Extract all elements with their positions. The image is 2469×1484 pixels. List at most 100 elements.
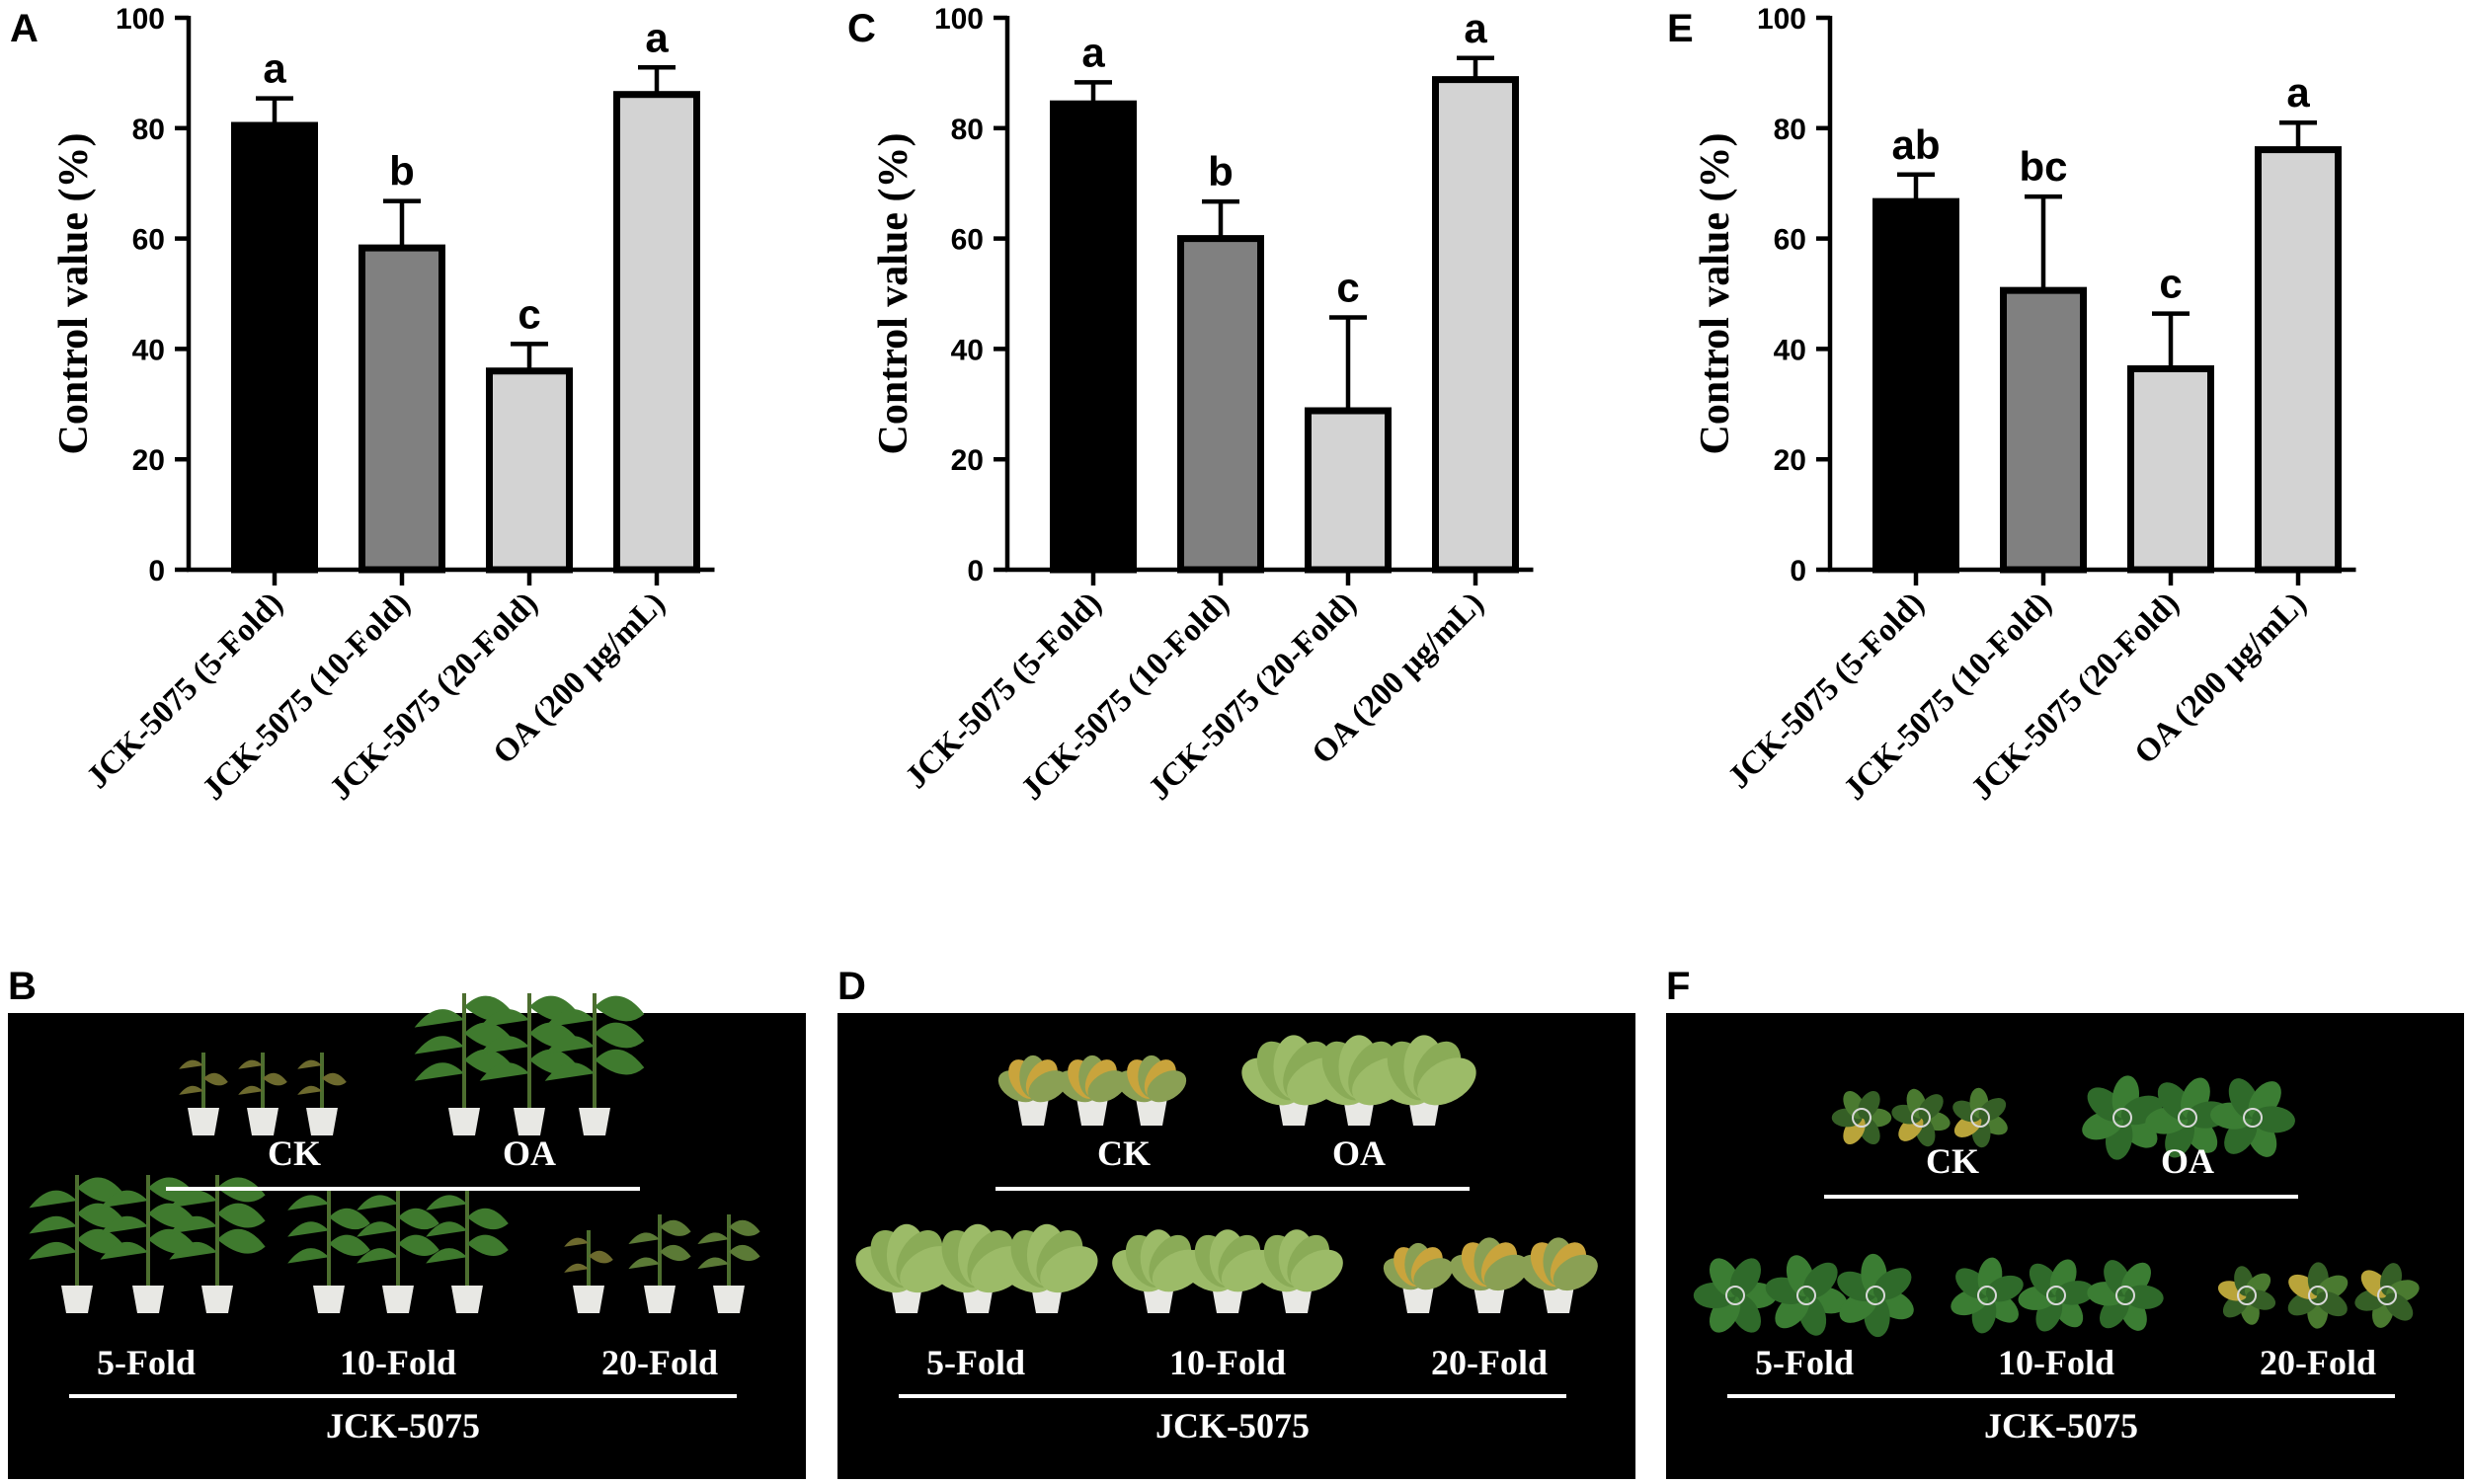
leaf [357, 1248, 398, 1264]
pot-rim [2308, 1286, 2328, 1305]
pot [61, 1286, 93, 1313]
pot [713, 1286, 745, 1313]
pot-rim [2237, 1286, 2257, 1305]
y-tick-label: 80 [951, 114, 984, 146]
plant-image [2087, 1260, 2164, 1331]
plant-image [238, 1053, 287, 1135]
group-label-ck: CK [1097, 1133, 1151, 1173]
leaf [2252, 1106, 2295, 1133]
leaf [1978, 1098, 2007, 1122]
panel-letter-d: D [837, 965, 866, 1008]
y-axis-label: Control value (%) [1693, 133, 1738, 455]
pot [132, 1286, 164, 1313]
y-tick-label: 40 [951, 334, 984, 366]
leaf [1553, 1254, 1598, 1291]
group-label-5fold: 5-Fold [926, 1343, 1025, 1382]
pot [1017, 1098, 1049, 1126]
leaf [1918, 1094, 1944, 1121]
leaf [100, 1190, 148, 1209]
plant-image [564, 1230, 613, 1313]
leaf [697, 1232, 729, 1244]
plant-image [1837, 1253, 1914, 1338]
plant-image [1181, 1229, 1274, 1313]
photo-panel-d: D CK OA 5-Fold 10-Fold 20-Fold JCK-5075 [837, 965, 1635, 1479]
pot [313, 1286, 345, 1313]
y-tick-label: 80 [1774, 114, 1806, 146]
leaf [263, 1072, 287, 1086]
y-tick-label: 40 [1774, 334, 1806, 366]
plant-image [1765, 1255, 1848, 1336]
group-label-5fold: 5-Fold [97, 1343, 196, 1382]
pot-rim [1796, 1286, 1816, 1305]
chart-c: C Control value (%) 0 20 40 60 80 100 a JCK-5075 … [847, 3, 1534, 808]
plant-image [2210, 1078, 2295, 1157]
leaf [297, 1059, 322, 1069]
photo-panel-b: B CK OA 5-Fold 10-Fold 20-Fold JCK-5075 [8, 965, 806, 1479]
significance-label: c [2159, 261, 2182, 307]
plant-image [357, 1191, 439, 1313]
pot [1136, 1098, 1167, 1126]
leaf [238, 1085, 263, 1095]
group-label-20fold: 20-Fold [1431, 1343, 1548, 1382]
pot [644, 1286, 676, 1313]
group-label-10fold: 10-Fold [340, 1343, 456, 1382]
leaf [29, 1215, 77, 1234]
significance-label: bc [2019, 143, 2067, 190]
group-label-ck: CK [268, 1133, 321, 1173]
leaf [544, 1062, 595, 1081]
bar [2255, 146, 2342, 574]
group-label-oa: OA [503, 1133, 556, 1173]
group-label-20fold: 20-Fold [2260, 1343, 2376, 1382]
leaf [357, 1195, 398, 1211]
leaf [297, 1085, 322, 1095]
leaf [467, 1234, 509, 1257]
leaf [589, 1250, 613, 1264]
pot-rim [1977, 1286, 1997, 1305]
y-tick-label: 80 [132, 114, 165, 146]
photo-panel-f: F CK OA 5-Fold 10-Fold 20-Fold JCK-5075 [1666, 965, 2464, 1479]
group-label-10fold: 10-Fold [1998, 1343, 2114, 1382]
plant-image [1250, 1229, 1343, 1313]
group-label-oa: OA [2161, 1141, 2214, 1181]
pot [188, 1108, 219, 1135]
significance-label: a [2286, 69, 2310, 116]
leaf [426, 1195, 467, 1211]
significance-label: ab [1891, 121, 1940, 168]
significance-label: a [1081, 29, 1105, 75]
y-tick-label: 20 [951, 444, 984, 477]
y-tick-label: 0 [148, 555, 165, 587]
plant-image [697, 1214, 760, 1313]
bar [486, 367, 573, 574]
pot [1543, 1286, 1574, 1313]
leaf [1413, 1258, 1454, 1290]
pot [962, 1286, 994, 1313]
x-tick-label: JCK-5075 (10-Fold) [1837, 586, 2058, 807]
bar [231, 121, 318, 574]
plant-image [996, 1223, 1098, 1313]
pot [382, 1286, 414, 1313]
pot-rim [2112, 1108, 2132, 1128]
bar [358, 244, 445, 574]
leaf [414, 1009, 464, 1028]
group-label-jck: JCK-5075 [326, 1406, 480, 1445]
leaf [179, 1085, 203, 1095]
pot-rim [2377, 1286, 2397, 1305]
group-label-10fold: 10-Fold [1169, 1343, 1286, 1382]
leaf [169, 1190, 217, 1209]
plant-image [1372, 1035, 1476, 1126]
pot-rim [2178, 1108, 2197, 1128]
pot-rim [1911, 1108, 1931, 1128]
pot [573, 1286, 604, 1313]
plant-image [297, 1053, 347, 1135]
chart-a: A Control value (%) 0 20 40 60 80 100 a JCK-5075 … [10, 3, 715, 808]
group-label-jck: JCK-5075 [1984, 1406, 2138, 1445]
leaf [697, 1257, 729, 1270]
leaf [564, 1263, 589, 1273]
leaf [100, 1241, 148, 1260]
plant-image [169, 1175, 266, 1313]
x-tick-label: JCK-5075 (10-Fold) [196, 586, 417, 807]
leaf [217, 1203, 266, 1228]
leaf [100, 1215, 148, 1234]
bar [1177, 235, 1264, 574]
